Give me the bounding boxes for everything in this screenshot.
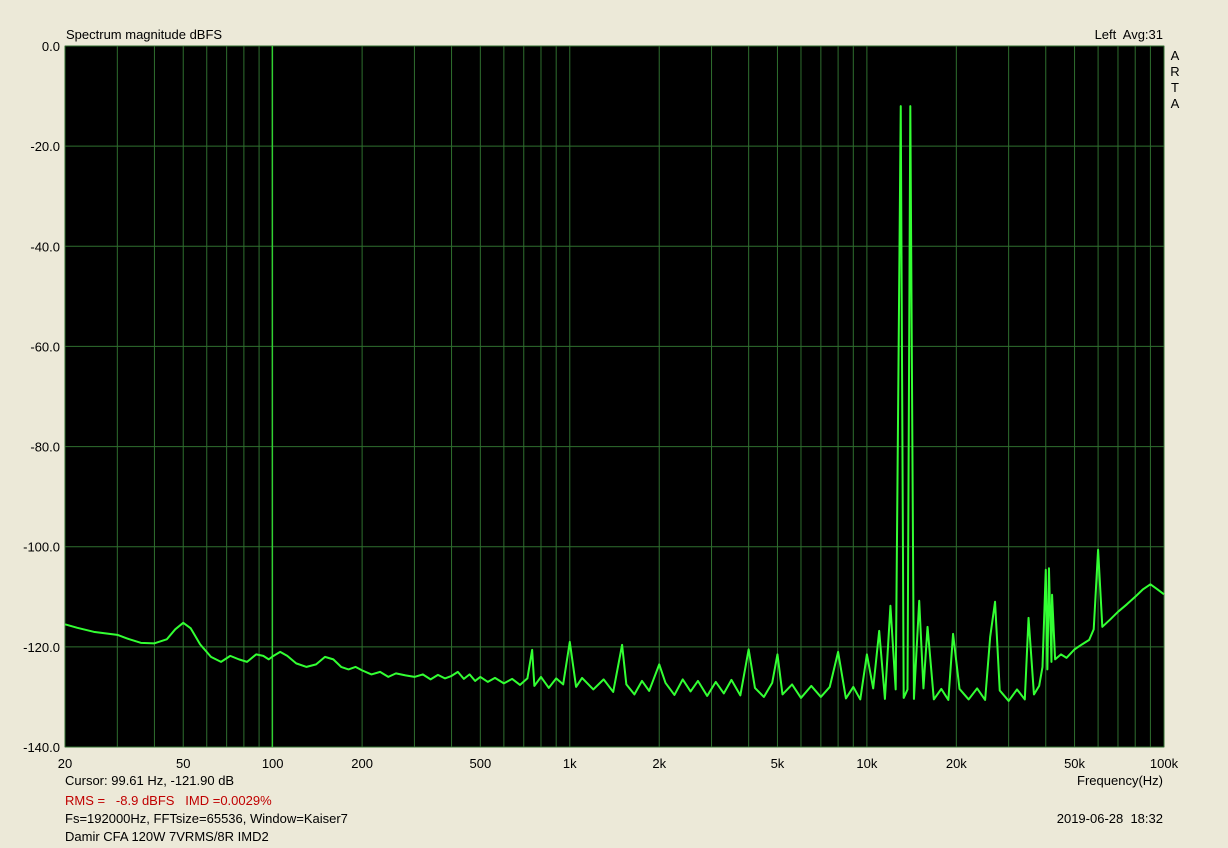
y-tick-label: -120.0: [23, 640, 60, 655]
x-tick-label: 5k: [771, 756, 785, 771]
x-axis-label: Frequency(Hz): [1077, 773, 1163, 788]
y-tick-label: -20.0: [30, 139, 60, 154]
x-tick-label: 500: [469, 756, 491, 771]
description: Damir CFA 120W 7VRMS/8R IMD2: [65, 829, 269, 844]
y-tick-label: -60.0: [30, 339, 60, 354]
spectrum-trace: [64, 105, 1165, 702]
side-letter: A: [1171, 48, 1180, 63]
channel-info: Left Avg:31: [1095, 27, 1163, 42]
timestamp: 2019-06-28 18:32: [1057, 811, 1163, 826]
side-letter: R: [1170, 64, 1179, 79]
chart-title: Spectrum magnitude dBFS: [66, 27, 222, 42]
x-tick-label: 50k: [1064, 756, 1085, 771]
x-tick-label: 100: [262, 756, 284, 771]
y-tick-label: -100.0: [23, 540, 60, 555]
x-tick-label: 10k: [856, 756, 877, 771]
x-tick-label: 20k: [946, 756, 967, 771]
cursor-readout: Cursor: 99.61 Hz, -121.90 dB: [65, 773, 234, 788]
rms-readout: RMS = -8.9 dBFS IMD =0.0029%: [65, 793, 272, 808]
x-tick-label: 2k: [652, 756, 666, 771]
plot-area: [64, 45, 1165, 748]
x-tick-label: 100k: [1150, 756, 1179, 771]
x-tick-label: 50: [176, 756, 190, 771]
y-tick-label: 0.0: [42, 39, 60, 54]
x-tick-label: 200: [351, 756, 373, 771]
y-tick-label: -40.0: [30, 239, 60, 254]
y-tick-label: -140.0: [23, 740, 60, 755]
y-tick-label: -80.0: [30, 440, 60, 455]
side-letter: T: [1171, 80, 1179, 95]
x-tick-label: 20: [58, 756, 72, 771]
settings: Fs=192000Hz, FFTsize=65536, Window=Kaise…: [65, 811, 348, 826]
side-letter: A: [1171, 96, 1180, 111]
x-tick-label: 1k: [563, 756, 577, 771]
